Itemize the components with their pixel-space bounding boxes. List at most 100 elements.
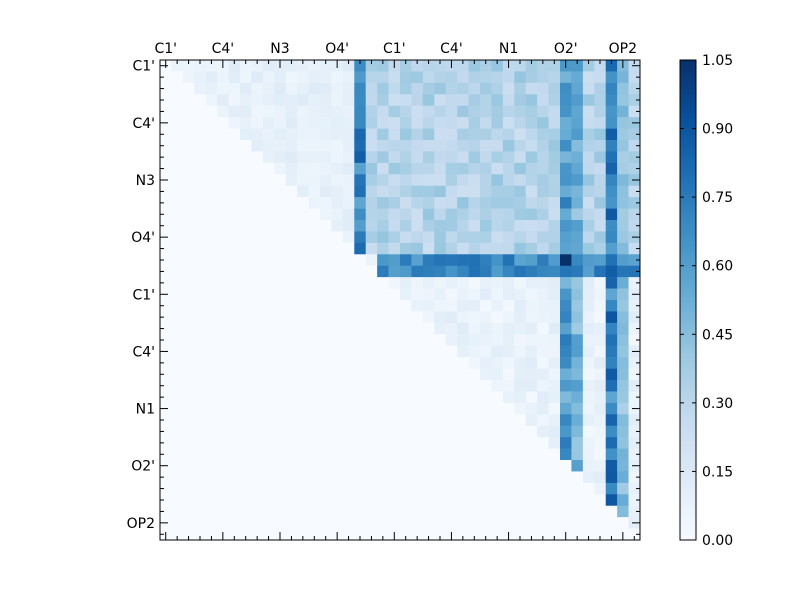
heatmap-cell	[194, 174, 207, 187]
heatmap-cell	[445, 357, 458, 369]
heatmap-cell	[274, 494, 287, 507]
heatmap-cell	[480, 357, 492, 369]
heatmap-cell	[617, 231, 629, 244]
heatmap-cell	[457, 105, 469, 118]
heatmap-cell	[240, 94, 252, 107]
heatmap-cell	[582, 128, 595, 141]
heatmap-cell	[445, 242, 458, 255]
heatmap-cell	[617, 380, 629, 392]
heatmap-cell	[297, 197, 309, 209]
heatmap-cell	[228, 197, 241, 209]
heatmap-cell	[388, 254, 401, 267]
heatmap-cell	[342, 437, 355, 449]
heatmap-cell	[194, 117, 207, 129]
heatmap-cell	[560, 197, 572, 209]
heatmap-cell	[434, 505, 447, 518]
heatmap-cell	[457, 151, 469, 164]
heatmap-cell	[182, 380, 195, 392]
heatmap-cell	[308, 528, 321, 541]
heatmap-cell	[422, 117, 435, 129]
heatmap-cell	[342, 105, 355, 118]
heatmap-cell	[422, 380, 435, 392]
heatmap-cell	[194, 220, 207, 232]
heatmap-cell	[228, 460, 241, 472]
heatmap-cell	[354, 231, 367, 244]
heatmap-cell	[457, 357, 469, 369]
heatmap-cell	[560, 494, 572, 507]
heatmap-cell	[571, 208, 584, 221]
heatmap-cell	[628, 505, 641, 518]
heatmap-cell	[194, 231, 207, 244]
heatmap-cell	[605, 482, 618, 495]
heatmap-cell	[571, 265, 584, 278]
heatmap-cell	[605, 528, 618, 541]
heatmap-cell	[388, 185, 401, 198]
heatmap-cell	[365, 425, 378, 438]
heatmap-cell	[582, 322, 595, 335]
heatmap-cell	[422, 71, 435, 84]
heatmap-cell	[514, 402, 527, 415]
heatmap-cell	[182, 94, 195, 107]
heatmap-cell	[194, 242, 207, 255]
heatmap-cell	[514, 197, 527, 209]
heatmap-cell	[182, 414, 195, 427]
heatmap-cell	[525, 300, 538, 312]
heatmap-cell	[331, 402, 344, 415]
heatmap-cell	[182, 437, 195, 449]
heatmap-cell	[514, 505, 527, 518]
heatmap-cell	[388, 482, 401, 495]
heatmap-cell	[240, 151, 252, 164]
heatmap-cell	[308, 288, 321, 301]
heatmap-cell	[342, 242, 355, 255]
heatmap-cell	[320, 288, 332, 301]
heatmap-cell	[502, 414, 515, 427]
heatmap-cell	[548, 242, 561, 255]
heatmap-cell	[502, 197, 515, 209]
heatmap-cell	[342, 460, 355, 472]
heatmap-cell	[422, 311, 435, 324]
heatmap-cell	[502, 82, 515, 95]
heatmap-cell	[617, 220, 629, 232]
heatmap-cell	[205, 254, 218, 267]
heatmap-cell	[274, 391, 287, 404]
heatmap-cell	[434, 231, 447, 244]
heatmap-cell	[182, 208, 195, 221]
heatmap-cell	[628, 322, 641, 335]
heatmap-cell	[171, 197, 184, 209]
heatmap-cell	[354, 242, 367, 255]
heatmap-cell	[194, 414, 207, 427]
heatmap-cell	[262, 368, 275, 381]
heatmap-cell	[434, 71, 447, 84]
heatmap-cell	[434, 345, 447, 358]
heatmap-cell	[160, 197, 172, 209]
heatmap-cell	[525, 414, 538, 427]
heatmap-cell	[240, 380, 252, 392]
colorbar-tick-label: 0.45	[702, 327, 733, 343]
heatmap-cell	[502, 94, 515, 107]
heatmap-cell	[274, 242, 287, 255]
heatmap-cell	[331, 288, 344, 301]
heatmap-cell	[491, 460, 504, 472]
heatmap-cell	[365, 185, 378, 198]
heatmap-cell	[354, 437, 367, 449]
heatmap-cell	[537, 254, 549, 267]
heatmap-cell	[217, 265, 229, 278]
heatmap-cell	[320, 254, 332, 267]
heatmap-cell	[480, 197, 492, 209]
heatmap-cell	[388, 517, 401, 529]
heatmap-cell	[537, 425, 549, 438]
heatmap-cell	[285, 494, 298, 507]
heatmap-cell	[160, 151, 172, 164]
heatmap-cell	[388, 357, 401, 369]
heatmap-cell	[491, 162, 504, 175]
heatmap-cell	[217, 380, 229, 392]
heatmap-cell	[491, 140, 504, 152]
heatmap-cell	[365, 82, 378, 95]
heatmap-cell	[331, 380, 344, 392]
heatmap-cell	[354, 311, 367, 324]
heatmap-cell	[628, 277, 641, 289]
heatmap-cell	[480, 300, 492, 312]
heatmap-cell	[274, 482, 287, 495]
heatmap-cell	[491, 288, 504, 301]
heatmap-cell	[365, 254, 378, 267]
